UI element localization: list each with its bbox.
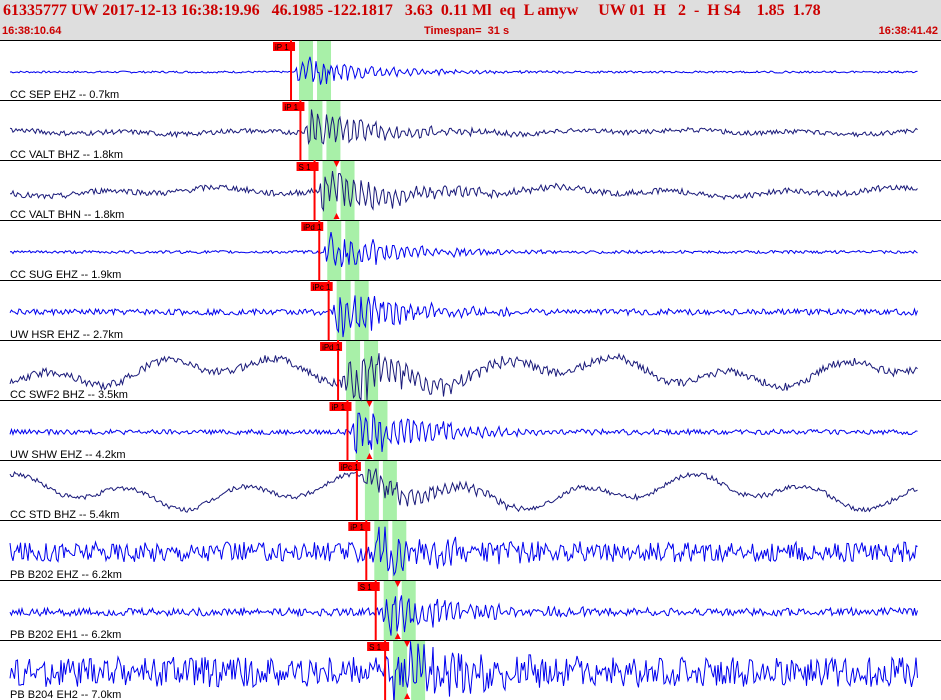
s-marker-top <box>366 401 373 407</box>
waveform-trace <box>9 412 918 455</box>
waveform-trace <box>9 232 918 268</box>
waveform-trace <box>9 526 918 577</box>
waveform-trace <box>9 595 918 636</box>
pick-flag-label: iP 1 <box>275 43 289 52</box>
s-marker-bottom <box>394 633 401 639</box>
p-window-band <box>299 40 408 700</box>
pick-flag <box>301 222 324 231</box>
waveform-trace <box>9 352 918 402</box>
channel-label: CC SWF2 BHZ -- 3.5km <box>10 389 128 401</box>
waveform-trace <box>9 56 918 85</box>
channel-label: CC VALT BHZ -- 1.8km <box>10 149 123 161</box>
waveform-trace <box>9 641 918 700</box>
waveform-trace <box>10 171 918 212</box>
s-marker-top <box>394 581 401 587</box>
pick-flag <box>367 642 390 651</box>
channel-label: PB B204 EH2 -- 7.0km <box>10 689 121 700</box>
channel-label: PB B202 EH1 -- 6.2km <box>10 629 121 641</box>
pick-flag <box>296 162 319 171</box>
start-time-label: 16:38:10.64 <box>2 25 62 37</box>
pick-flag <box>329 402 352 411</box>
channel-label: UW HSR EHZ -- 2.7km <box>10 329 123 341</box>
pick-flag-label: iPc 1 <box>313 283 331 292</box>
pick-flag-label: iPd 1 <box>322 343 341 352</box>
pick-flag-label: iP 1 <box>284 103 298 112</box>
pick-flag-label: iPd 1 <box>303 223 322 232</box>
timespan-label: Timespan= 31 s <box>424 25 510 37</box>
pick-flag <box>338 462 361 471</box>
pick-flag <box>273 42 296 51</box>
pick-flag <box>310 282 333 291</box>
end-time-label: 16:38:41.42 <box>878 25 938 37</box>
pick-flag-label: S 1 <box>360 583 373 592</box>
pick-flag-label: S 1 <box>299 163 312 172</box>
pick-flag <box>357 582 380 591</box>
event-header: 61335777 UW 2017-12-13 16:38:19.96 46.19… <box>0 0 941 40</box>
pick-flag-label: iP 1 <box>331 403 345 412</box>
s-marker-bottom <box>404 693 411 699</box>
s-marker-bottom <box>366 453 373 459</box>
s-marker-top <box>333 161 340 167</box>
channel-label: UW SHW EHZ -- 4.2km <box>10 449 126 461</box>
channel-label: CC STD BHZ -- 5.4km <box>10 509 119 521</box>
pick-flag-label: iPc 1 <box>341 463 359 472</box>
channel-label: CC SEP EHZ -- 0.7km <box>10 89 119 101</box>
pick-flag <box>320 342 343 351</box>
s-marker-top <box>404 641 411 647</box>
pick-flag-label: S 1 <box>369 643 382 652</box>
channel-label: CC VALT BHN -- 1.8km <box>10 209 124 221</box>
pick-flag-label: iP 1 <box>350 523 364 532</box>
event-summary-title: 61335777 UW 2017-12-13 16:38:19.96 46.19… <box>3 2 821 19</box>
s-marker-bottom <box>333 213 340 219</box>
pick-flag <box>348 522 371 531</box>
seismogram-panel[interactable]: iP 1 CC SEP EHZ -- 0.7km iP 1 CC VALT BHZ -… <box>0 40 941 700</box>
waveform-trace <box>9 109 918 146</box>
channel-label: PB B202 EHZ -- 6.2km <box>10 569 122 581</box>
waveform-trace <box>9 295 918 338</box>
pick-flag <box>282 102 305 111</box>
channel-label: CC SUG EHZ -- 1.9km <box>10 269 121 281</box>
waveform-trace <box>9 468 918 513</box>
